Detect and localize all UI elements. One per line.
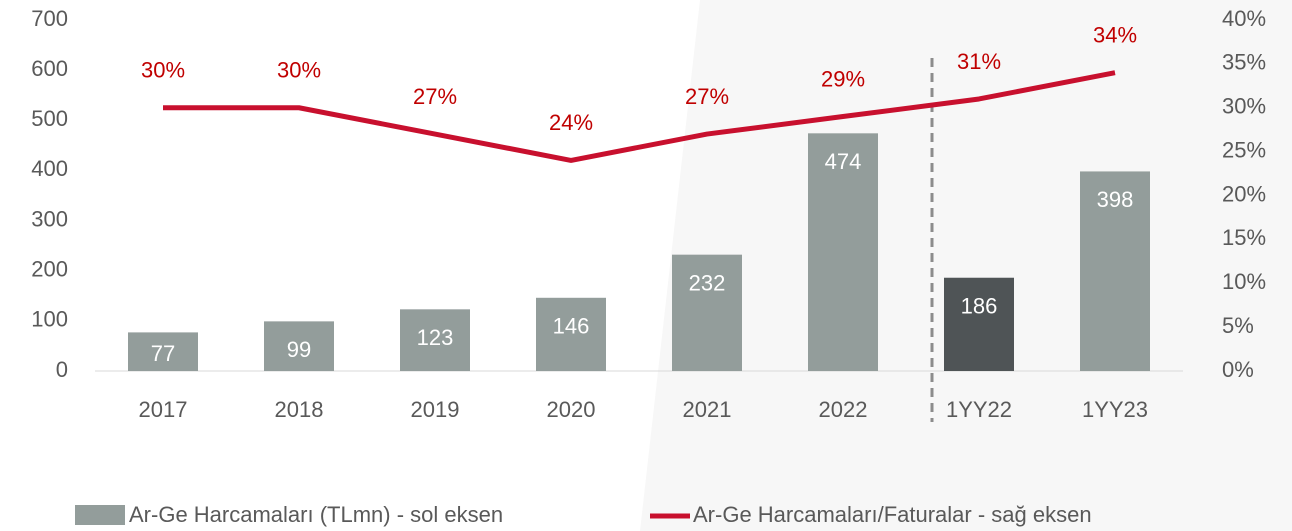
y2-tick-label: 25% xyxy=(1222,137,1266,162)
x-tick-label: 2019 xyxy=(411,397,460,422)
line-label: 29% xyxy=(821,66,865,91)
bar-label: 146 xyxy=(553,314,590,339)
bar-label: 99 xyxy=(287,337,311,362)
bar-label: 232 xyxy=(689,270,726,295)
y-tick-label: 100 xyxy=(31,307,68,332)
line xyxy=(163,70,1116,163)
x-tick-label: 2018 xyxy=(275,397,324,422)
y-tick-label: 0 xyxy=(56,357,68,382)
bar-label: 77 xyxy=(151,341,175,366)
line-label: 30% xyxy=(141,58,185,83)
x-tick-label: 2017 xyxy=(139,397,188,422)
y2-tick-label: 15% xyxy=(1222,225,1266,250)
y2-tick-label: 40% xyxy=(1222,6,1266,31)
bar-label: 186 xyxy=(961,294,998,319)
x-tick-label: 2021 xyxy=(683,397,732,422)
y2-tick-label: 20% xyxy=(1222,181,1266,206)
y-tick-label: 200 xyxy=(31,257,68,282)
line-label: 27% xyxy=(685,84,729,109)
y-tick-label: 300 xyxy=(31,206,68,231)
y-tick-label: 600 xyxy=(31,56,68,81)
bar xyxy=(808,133,878,371)
bar xyxy=(128,332,198,371)
x-tick-label: 1YY22 xyxy=(946,397,1012,422)
y2-tick-label: 5% xyxy=(1222,313,1254,338)
legend-label: Ar-Ge Harcamaları (TLmn) - sol eksen xyxy=(129,502,503,527)
x-tick-label: 2020 xyxy=(547,397,596,422)
background-panel xyxy=(640,0,1292,531)
line-label: 34% xyxy=(1093,22,1137,47)
bar xyxy=(264,321,334,371)
y2-tick-label: 30% xyxy=(1222,94,1266,119)
line-label: 24% xyxy=(549,110,593,135)
y-tick-label: 700 xyxy=(31,6,68,31)
bar xyxy=(944,277,1014,371)
x-tick-label: 1YY23 xyxy=(1082,397,1148,422)
y2-tick-label: 10% xyxy=(1222,269,1266,294)
bar-label: 123 xyxy=(417,325,454,350)
bar xyxy=(672,254,742,371)
y-tick-label: 500 xyxy=(31,106,68,131)
bar xyxy=(400,309,470,371)
x-tick-label: 2022 xyxy=(819,397,868,422)
bar xyxy=(536,297,606,371)
y2-tick-label: 35% xyxy=(1222,50,1266,75)
line-label: 31% xyxy=(957,49,1001,74)
line-label: 30% xyxy=(277,58,321,83)
legend-label: Ar-Ge Harcamaları/Faturalar - sağ eksen xyxy=(693,502,1092,527)
bar-label: 474 xyxy=(825,149,862,174)
line-label: 27% xyxy=(413,84,457,109)
y-tick-label: 400 xyxy=(31,156,68,181)
bar-label: 398 xyxy=(1097,187,1134,212)
bar xyxy=(1080,171,1150,371)
y2-tick-label: 0% xyxy=(1222,357,1254,382)
legend-swatch xyxy=(75,505,125,525)
